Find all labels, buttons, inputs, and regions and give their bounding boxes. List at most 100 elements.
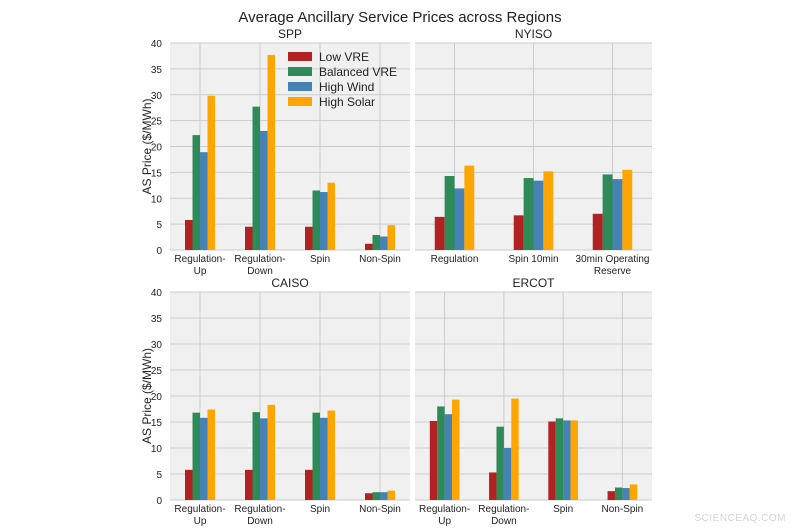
bar-high-solar bbox=[207, 95, 215, 250]
bar-high-solar bbox=[622, 169, 633, 250]
x-tick-label: Non-Spin bbox=[602, 504, 644, 515]
bar-high-wind bbox=[612, 179, 623, 250]
y-tick-label: 25 bbox=[151, 117, 163, 128]
x-tick-label: Up bbox=[194, 266, 207, 277]
y-tick-label: 0 bbox=[156, 246, 162, 257]
bar-high-wind bbox=[533, 180, 544, 250]
x-tick-label: 30min Operating bbox=[576, 254, 650, 265]
legend-label: Low VRE bbox=[319, 50, 369, 64]
y-tick-label: 20 bbox=[151, 392, 163, 403]
y-tick-label: 30 bbox=[151, 91, 163, 102]
bar-balanced-vre bbox=[523, 178, 534, 250]
bar-balanced-vre bbox=[602, 174, 613, 250]
bar-balanced-vre bbox=[444, 175, 455, 250]
bar-high-wind bbox=[622, 488, 630, 500]
bar-balanced-vre bbox=[192, 135, 200, 250]
y-axis-label: AS Price ($/MWh) bbox=[140, 98, 154, 194]
y-tick-label: 15 bbox=[151, 168, 163, 179]
bar-low-vre bbox=[592, 213, 603, 250]
bar-balanced-vre bbox=[614, 487, 623, 500]
bar-high-wind bbox=[200, 417, 208, 500]
bar-high-solar bbox=[327, 410, 335, 500]
bar-high-solar bbox=[387, 490, 395, 500]
bar-high-solar bbox=[267, 54, 275, 251]
x-tick-label: Up bbox=[194, 516, 207, 527]
y-tick-label: 40 bbox=[151, 39, 163, 50]
x-tick-label: Down bbox=[247, 516, 273, 527]
x-tick-label: Spin bbox=[310, 254, 330, 265]
bar-high-solar bbox=[327, 182, 335, 250]
bar-high-wind bbox=[260, 418, 268, 500]
bar-low-vre bbox=[429, 420, 438, 500]
bar-high-solar bbox=[543, 171, 554, 250]
legend-swatch bbox=[288, 67, 312, 76]
bar-low-vre bbox=[548, 421, 556, 500]
x-tick-label: Regulation bbox=[431, 254, 479, 265]
watermark: SCIENCEAQ.COM bbox=[694, 513, 786, 524]
bar-low-vre bbox=[489, 472, 497, 500]
bar-low-vre bbox=[185, 469, 193, 500]
y-tick-label: 20 bbox=[151, 143, 163, 154]
x-tick-label: Non-Spin bbox=[359, 254, 401, 265]
bar-high-wind bbox=[380, 492, 388, 500]
y-tick-label: 35 bbox=[151, 65, 163, 76]
legend-label: High Solar bbox=[319, 95, 375, 109]
bar-balanced-vre bbox=[496, 426, 504, 500]
bar-low-vre bbox=[365, 493, 373, 500]
x-tick-label: Up bbox=[438, 516, 451, 527]
bar-high-wind bbox=[563, 420, 571, 500]
panel-title: SPP bbox=[278, 27, 302, 41]
bar-balanced-vre bbox=[252, 412, 260, 500]
bar-high-solar bbox=[464, 165, 475, 250]
x-tick-label: Regulation- bbox=[478, 504, 529, 515]
bar-balanced-vre bbox=[252, 106, 260, 250]
legend-swatch bbox=[288, 52, 312, 61]
bar-low-vre bbox=[434, 216, 445, 250]
bar-low-vre bbox=[365, 243, 373, 250]
x-tick-label: Spin 10min bbox=[508, 254, 558, 265]
bar-balanced-vre bbox=[192, 412, 200, 500]
x-tick-label: Regulation- bbox=[234, 504, 285, 515]
y-tick-label: 40 bbox=[151, 288, 163, 299]
bar-low-vre bbox=[607, 491, 615, 500]
x-tick-label: Down bbox=[247, 266, 273, 277]
y-axis-label: AS Price ($/MWh) bbox=[140, 348, 154, 444]
y-tick-label: 0 bbox=[156, 496, 162, 507]
bar-balanced-vre bbox=[312, 190, 320, 250]
legend-label: Balanced VRE bbox=[319, 65, 397, 79]
legend-swatch bbox=[288, 82, 312, 91]
bar-high-wind bbox=[444, 414, 453, 500]
y-tick-label: 35 bbox=[151, 314, 163, 325]
x-tick-label: Regulation- bbox=[419, 504, 470, 515]
x-tick-label: Regulation- bbox=[234, 254, 285, 265]
x-tick-label: Reserve bbox=[594, 266, 632, 277]
bar-low-vre bbox=[305, 469, 313, 500]
bar-balanced-vre bbox=[372, 234, 380, 250]
legend-swatch bbox=[288, 97, 312, 106]
bar-high-wind bbox=[454, 188, 465, 250]
bar-high-solar bbox=[452, 399, 460, 500]
x-tick-label: Regulation- bbox=[174, 504, 225, 515]
x-tick-label: Spin bbox=[310, 504, 330, 515]
bar-high-wind bbox=[380, 236, 388, 250]
panel-title: ERCOT bbox=[513, 276, 556, 290]
panel-title: NYISO bbox=[515, 27, 552, 41]
bar-balanced-vre bbox=[555, 418, 564, 500]
y-tick-label: 10 bbox=[151, 194, 163, 205]
bar-low-vre bbox=[185, 219, 193, 250]
bar-low-vre bbox=[513, 215, 524, 250]
bar-high-wind bbox=[260, 130, 268, 250]
bar-high-solar bbox=[570, 420, 578, 500]
bar-high-solar bbox=[511, 398, 519, 500]
legend-label: High Wind bbox=[319, 80, 374, 94]
panel-title: CAISO bbox=[271, 276, 308, 290]
bar-high-solar bbox=[629, 484, 638, 500]
bar-high-solar bbox=[387, 225, 395, 250]
bar-high-solar bbox=[267, 404, 275, 500]
bar-balanced-vre bbox=[437, 406, 445, 500]
bar-balanced-vre bbox=[312, 412, 320, 500]
y-tick-label: 15 bbox=[151, 418, 163, 429]
bar-low-vre bbox=[305, 226, 313, 250]
bar-high-wind bbox=[320, 417, 328, 500]
